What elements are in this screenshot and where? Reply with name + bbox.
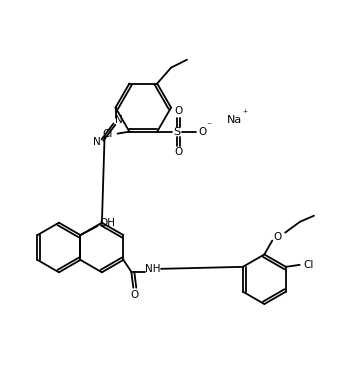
Text: ⁻: ⁻ [206, 122, 211, 132]
Text: O: O [131, 290, 139, 300]
Text: O: O [273, 231, 282, 242]
Text: ⁺: ⁺ [242, 109, 247, 119]
Text: Cl: Cl [102, 128, 113, 139]
Text: Cl: Cl [303, 260, 314, 270]
Text: OH: OH [99, 218, 115, 228]
Text: O: O [199, 127, 207, 137]
Text: N: N [93, 137, 100, 147]
Text: Na: Na [227, 115, 242, 125]
Text: O: O [174, 147, 182, 157]
Text: O: O [174, 106, 182, 116]
Text: S: S [174, 127, 181, 137]
Text: N: N [114, 115, 122, 126]
Text: NH: NH [145, 264, 161, 274]
